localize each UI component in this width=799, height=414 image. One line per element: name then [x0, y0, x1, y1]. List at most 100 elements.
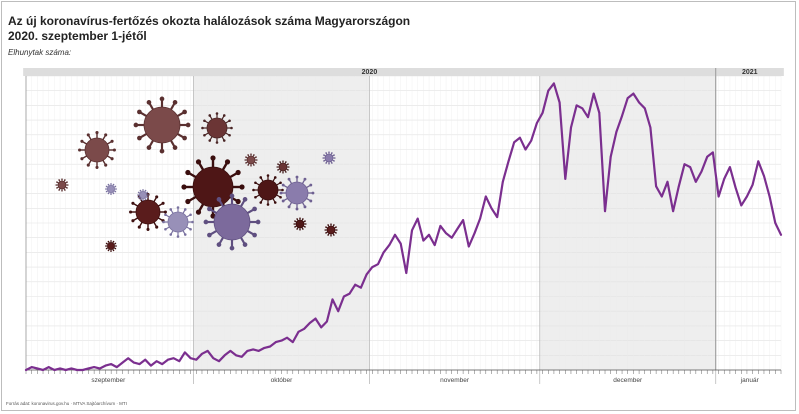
data-point — [501, 180, 504, 183]
data-point — [757, 160, 760, 163]
data-point — [683, 163, 686, 166]
data-point — [473, 232, 476, 235]
series-line — [24, 82, 783, 372]
data-point — [553, 82, 555, 85]
virus-icon — [279, 175, 315, 211]
data-point — [626, 97, 629, 99]
data-point — [467, 245, 470, 248]
month-label: november — [440, 377, 470, 384]
data-point — [360, 286, 362, 289]
month-label: október — [271, 377, 294, 384]
virus-icon — [244, 153, 258, 167]
data-point — [167, 358, 169, 361]
data-point — [252, 348, 254, 351]
data-point — [689, 166, 692, 169]
data-point — [751, 183, 754, 186]
data-point — [638, 101, 640, 104]
data-point — [479, 217, 482, 220]
data-point — [399, 242, 402, 245]
data-point — [700, 170, 703, 173]
data-point — [127, 357, 130, 360]
data-point — [240, 355, 243, 358]
data-point — [189, 357, 192, 360]
virus-icon — [181, 155, 245, 219]
virus-icon — [201, 112, 233, 144]
month-label: december — [613, 377, 643, 384]
data-point — [280, 339, 283, 342]
virus-icon — [78, 131, 116, 169]
virus-icon — [105, 183, 117, 195]
data-point — [64, 369, 67, 371]
data-point — [604, 210, 606, 213]
y-axis-label: Elhunytak száma: — [8, 48, 72, 57]
data-point — [405, 272, 408, 274]
data-point — [223, 354, 226, 357]
data-point — [422, 239, 425, 242]
data-point — [53, 369, 56, 371]
data-point — [746, 195, 748, 198]
data-point — [229, 349, 232, 352]
data-point — [371, 266, 374, 268]
data-point — [581, 107, 584, 110]
data-point — [314, 317, 317, 320]
data-point — [25, 369, 27, 371]
data-point — [416, 217, 419, 220]
data-point — [507, 160, 510, 163]
data-point — [274, 341, 277, 343]
data-point — [513, 141, 516, 144]
data-point — [149, 364, 152, 367]
data-point — [212, 357, 215, 360]
data-point — [348, 292, 351, 295]
data-point — [780, 233, 782, 236]
data-point — [734, 186, 737, 189]
data-point — [763, 175, 765, 177]
data-point — [76, 369, 78, 371]
data-point — [394, 233, 396, 236]
data-point — [178, 360, 181, 363]
data-point — [536, 122, 538, 124]
data-point — [660, 195, 663, 198]
month-label: január — [740, 377, 760, 384]
month-label: szeptember — [91, 377, 126, 384]
virus-icon — [55, 178, 69, 192]
data-point — [87, 367, 90, 370]
data-point — [768, 195, 771, 198]
data-point — [666, 180, 669, 183]
data-point — [121, 361, 124, 364]
data-point — [598, 111, 601, 114]
data-point — [518, 136, 521, 139]
data-point — [47, 366, 50, 368]
year-label: 2021 — [742, 69, 758, 76]
data-point — [235, 354, 237, 357]
virus-icon — [133, 96, 191, 154]
data-point — [303, 327, 306, 330]
data-point — [184, 351, 186, 354]
source-note: Forrás adat: koronavirus.gov.hu · MTVA S… — [6, 401, 127, 406]
data-point — [115, 366, 118, 368]
data-point — [592, 92, 595, 95]
data-point — [206, 349, 209, 352]
virus-icon — [137, 189, 149, 201]
data-point — [201, 352, 203, 355]
data-point — [456, 227, 459, 230]
data-point — [377, 263, 379, 266]
data-point — [411, 229, 413, 232]
data-point — [104, 364, 107, 367]
data-point — [337, 310, 340, 313]
data-point — [711, 151, 714, 154]
virus-icon — [203, 193, 261, 251]
data-point — [308, 322, 311, 324]
data-point — [297, 330, 300, 333]
data-point — [723, 178, 726, 180]
data-point — [558, 101, 561, 104]
data-point — [30, 366, 33, 368]
virus-icon — [322, 151, 336, 165]
data-point — [42, 369, 44, 371]
year-label: 2020 — [362, 69, 378, 76]
data-point — [354, 283, 357, 286]
data-point — [36, 367, 39, 370]
data-point — [388, 244, 391, 246]
data-point — [445, 232, 447, 235]
data-point — [263, 347, 266, 349]
